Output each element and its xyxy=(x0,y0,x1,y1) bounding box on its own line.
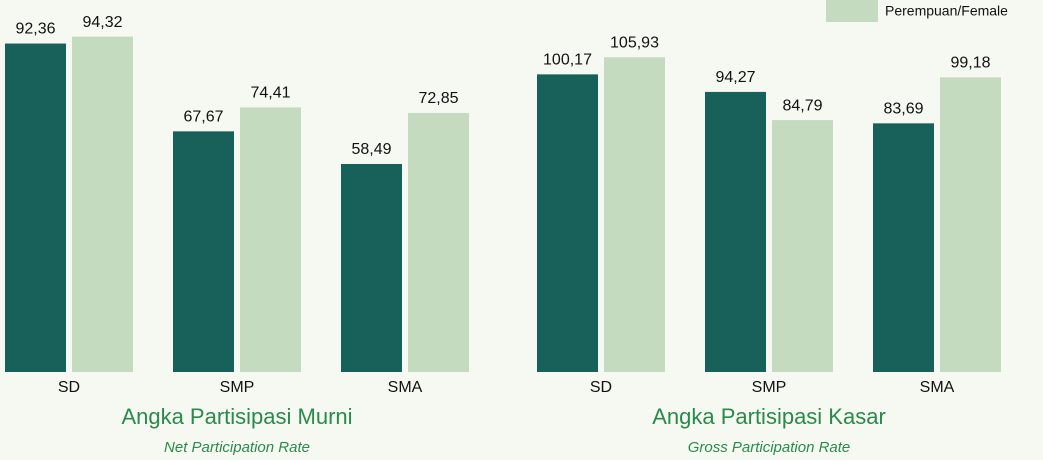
x-tick-label: SD xyxy=(590,379,612,396)
bar xyxy=(705,91,766,373)
chart-subtitle: Net Participation Rate xyxy=(164,439,310,456)
value-label: 99,18 xyxy=(950,55,990,72)
value-label: 83,69 xyxy=(883,101,923,118)
bar xyxy=(240,107,301,373)
bar xyxy=(873,123,934,372)
value-label: 92,36 xyxy=(15,21,55,38)
value-label: 94,32 xyxy=(82,14,122,31)
value-label: 72,85 xyxy=(418,90,458,107)
bar xyxy=(537,74,598,372)
bar xyxy=(5,43,66,373)
bar xyxy=(940,77,1001,372)
value-label: 74,41 xyxy=(250,85,290,102)
x-tick-label: SD xyxy=(58,379,80,396)
bar xyxy=(341,163,402,372)
x-tick-label: SMA xyxy=(388,379,423,396)
bar xyxy=(72,36,133,373)
bar xyxy=(772,120,833,372)
legend-swatch xyxy=(826,0,878,22)
value-label: 84,79 xyxy=(782,97,822,114)
bar xyxy=(408,112,469,373)
value-label: 105,93 xyxy=(610,34,659,51)
chart-title: Angka Partisipasi Kasar xyxy=(652,404,886,429)
bar xyxy=(173,131,234,372)
x-tick-label: SMP xyxy=(220,379,255,396)
x-tick-label: SMP xyxy=(752,379,787,396)
chart-title: Angka Partisipasi Murni xyxy=(121,404,352,429)
bar xyxy=(604,57,665,372)
value-label: 94,27 xyxy=(715,69,755,86)
chart-subtitle: Gross Participation Rate xyxy=(688,439,851,456)
value-label: 67,67 xyxy=(183,109,223,126)
value-label: 100,17 xyxy=(543,52,592,69)
value-label: 58,49 xyxy=(351,141,391,158)
legend-label: Perempuan/Female xyxy=(885,3,1008,19)
x-tick-label: SMA xyxy=(920,379,955,396)
